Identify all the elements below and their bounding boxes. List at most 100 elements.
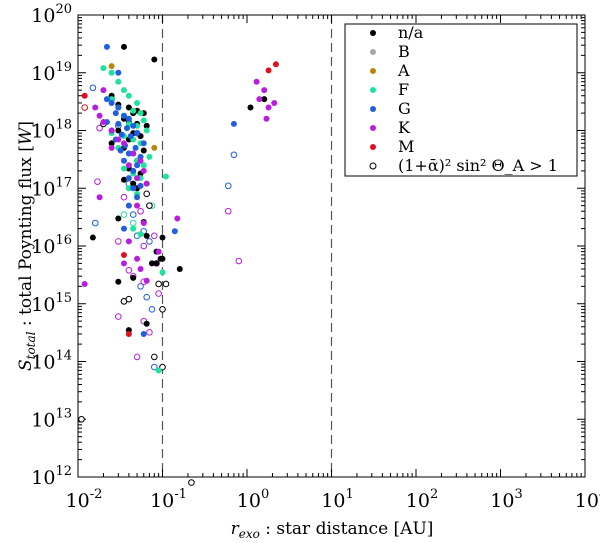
legend-item: (1+ᾱ)² sin² Θ_A > 1 bbox=[369, 156, 558, 175]
x-tick-label-base: 10 bbox=[406, 490, 430, 512]
x-tick-label-base: 10 bbox=[237, 490, 261, 512]
point-K bbox=[120, 140, 127, 147]
point-G bbox=[130, 167, 137, 174]
open-point bbox=[81, 104, 88, 111]
point-n/a bbox=[115, 127, 122, 134]
point-F bbox=[146, 153, 153, 160]
legend-marker bbox=[370, 125, 376, 131]
open-point bbox=[115, 238, 122, 245]
open-point bbox=[120, 211, 128, 218]
point-G bbox=[140, 330, 147, 337]
x-tick-label-base: 10 bbox=[490, 490, 514, 512]
point-n/a bbox=[115, 215, 122, 222]
y-tick-label-base: 10 bbox=[31, 352, 55, 374]
point-n/a bbox=[120, 176, 127, 183]
open-point bbox=[129, 219, 137, 227]
point-G bbox=[115, 69, 122, 76]
open-point bbox=[137, 283, 144, 290]
point-K bbox=[271, 99, 278, 106]
legend-label: n/a bbox=[398, 23, 424, 42]
y-axis-unit: W bbox=[16, 126, 36, 145]
legend-label: M bbox=[398, 137, 414, 156]
point-n/a bbox=[108, 140, 115, 147]
legend-item: A bbox=[370, 61, 410, 80]
point-G bbox=[125, 202, 132, 209]
point-F bbox=[137, 231, 144, 238]
point-G bbox=[130, 122, 137, 129]
point-K bbox=[134, 175, 141, 182]
y-axis-text: : total Poynting flux [ bbox=[16, 145, 36, 331]
point-F bbox=[140, 162, 147, 169]
open-point bbox=[140, 242, 148, 250]
point-G bbox=[125, 115, 132, 122]
point-F bbox=[162, 173, 169, 180]
x-tick-label: 100 bbox=[237, 487, 269, 512]
x-tick-label: 10-2 bbox=[66, 487, 103, 512]
point-G bbox=[230, 120, 237, 127]
open-point bbox=[155, 280, 162, 288]
x-tick-label-exp: 4 bbox=[599, 487, 600, 502]
point-K bbox=[265, 104, 272, 111]
open-point bbox=[89, 84, 97, 92]
point-G bbox=[134, 130, 141, 137]
y-tick-label-base: 10 bbox=[31, 5, 55, 27]
legend-marker bbox=[369, 162, 377, 170]
open-point bbox=[162, 280, 170, 288]
legend-marker bbox=[370, 30, 376, 36]
axis-ticks bbox=[77, 14, 586, 478]
point-n/a bbox=[153, 260, 160, 267]
legend-box bbox=[344, 23, 578, 177]
point-K bbox=[155, 248, 162, 255]
point-K bbox=[253, 78, 260, 85]
x-tick-label-exp: 1 bbox=[345, 487, 353, 502]
x-tick-label-base: 10 bbox=[321, 490, 345, 512]
point-G bbox=[120, 157, 127, 164]
y-tick-label: 1020 bbox=[31, 2, 72, 27]
point-G bbox=[127, 133, 134, 140]
plot-frame-border bbox=[77, 14, 586, 478]
point-G bbox=[103, 96, 110, 103]
point-G bbox=[137, 182, 144, 189]
open-point bbox=[230, 151, 238, 159]
y-tick-label: 1017 bbox=[31, 175, 72, 200]
point-G bbox=[125, 175, 132, 182]
y-tick-label: 1018 bbox=[31, 118, 72, 143]
point-F bbox=[125, 185, 132, 192]
point-M bbox=[272, 61, 279, 68]
point-G bbox=[115, 104, 122, 111]
legend-item: K bbox=[370, 118, 411, 137]
legend-marker bbox=[370, 68, 376, 74]
point-n/a bbox=[151, 56, 158, 63]
point-F bbox=[120, 165, 127, 172]
x-tick-label-exp: 2 bbox=[430, 487, 438, 502]
open-point bbox=[188, 479, 195, 486]
point-M bbox=[125, 330, 132, 337]
y-tick-label-exp: 20 bbox=[55, 2, 72, 17]
y-tick-label-base: 10 bbox=[31, 467, 55, 489]
point-F bbox=[115, 78, 122, 85]
y-axis-subscript: total bbox=[24, 331, 38, 359]
open-point bbox=[151, 353, 158, 361]
x-tick-label-exp: -2 bbox=[90, 487, 103, 502]
point-K bbox=[92, 104, 99, 111]
open-point bbox=[94, 178, 101, 185]
point-n/a bbox=[125, 104, 132, 111]
point-K bbox=[81, 280, 88, 287]
point-K bbox=[125, 238, 132, 245]
legend-label: (1+ᾱ)² sin² Θ_A > 1 bbox=[398, 156, 558, 175]
x-tick-label: 101 bbox=[321, 487, 353, 512]
point-G bbox=[134, 162, 141, 169]
legend-label: B bbox=[398, 42, 410, 61]
y-tick-label-exp: 12 bbox=[55, 464, 72, 479]
point-G bbox=[134, 194, 141, 201]
y-tick-label-base: 10 bbox=[31, 121, 55, 143]
x-tick-label-exp: -1 bbox=[174, 487, 187, 502]
x-tick-label-base: 10 bbox=[66, 490, 90, 512]
point-K bbox=[256, 96, 263, 103]
x-tick-label: 103 bbox=[490, 487, 522, 512]
open-point bbox=[148, 306, 156, 313]
open-point bbox=[91, 219, 99, 227]
point-K bbox=[100, 87, 107, 94]
